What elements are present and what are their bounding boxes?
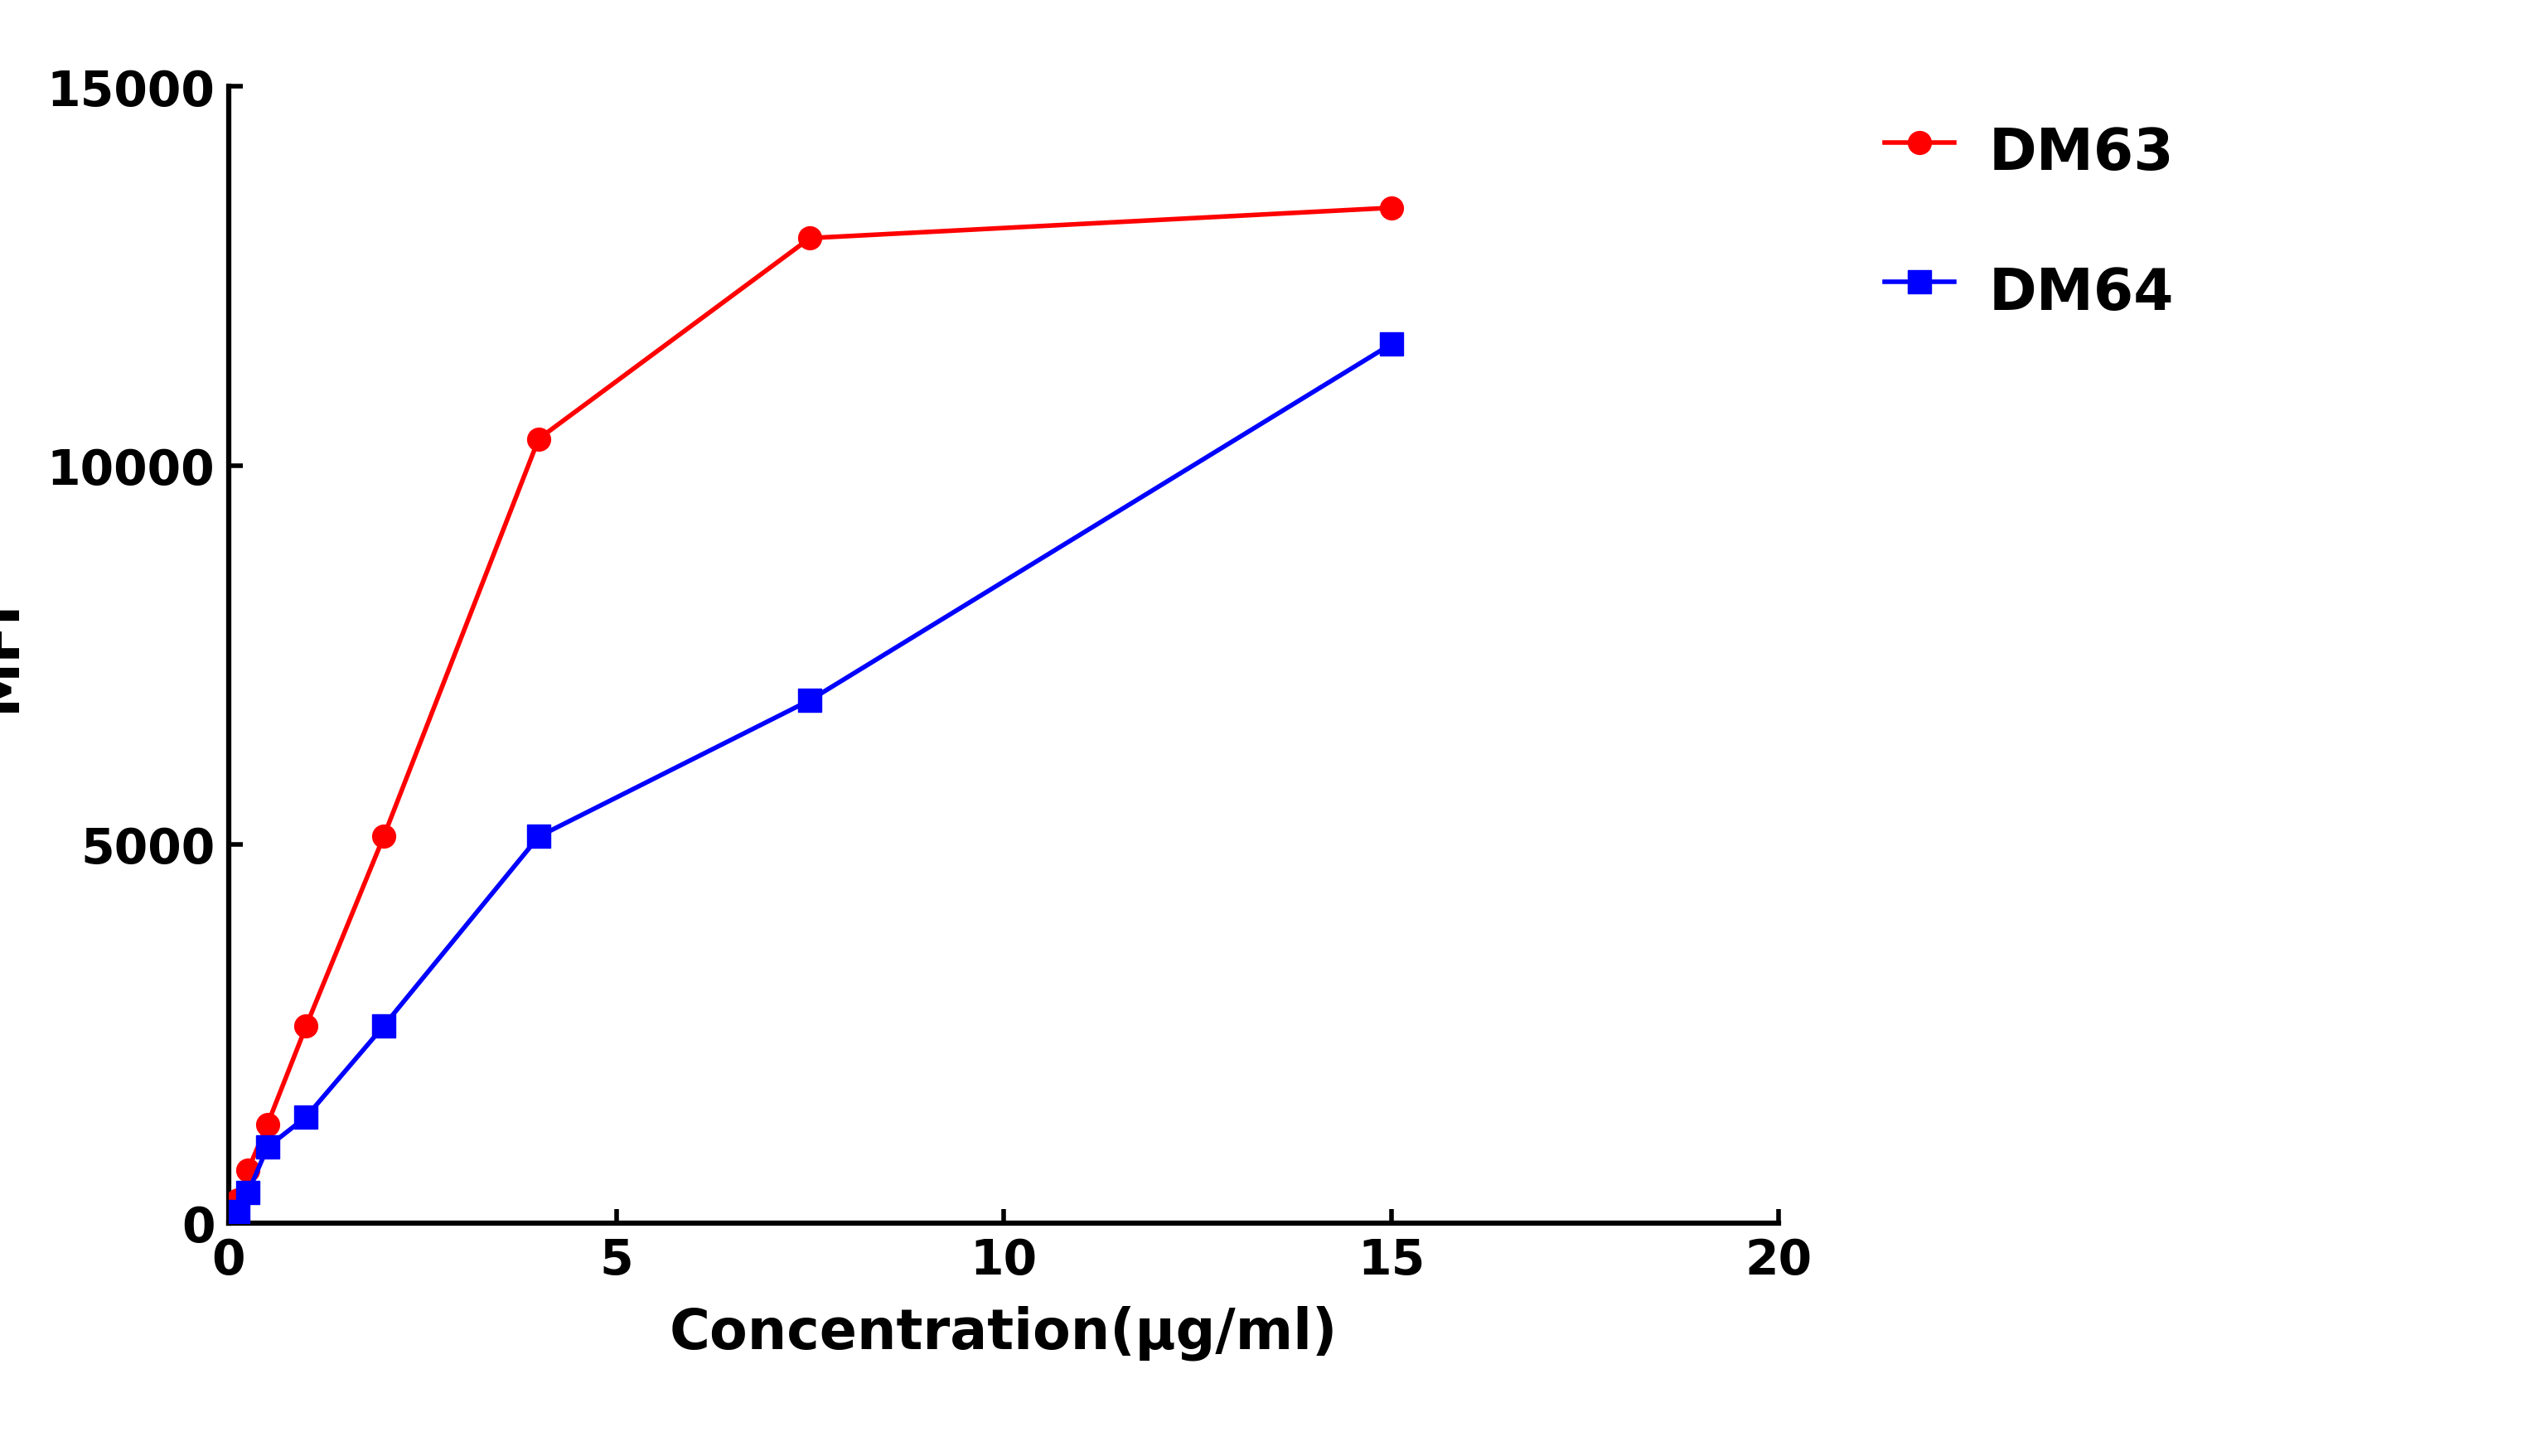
Line: DM64: DM64 [221, 333, 1403, 1230]
DM64 [1377, 336, 1408, 354]
Line: DM63: DM63 [221, 197, 1403, 1227]
DM64 [523, 828, 554, 846]
Legend: DM63, DM64: DM63, DM64 [1885, 116, 2175, 326]
Y-axis label: MFI: MFI [0, 598, 25, 712]
DM64 [219, 1210, 249, 1227]
DM63 [290, 1018, 320, 1035]
DM64 [234, 1184, 264, 1201]
DM63 [1377, 199, 1408, 217]
DM64 [252, 1139, 282, 1156]
DM63 [219, 1207, 249, 1224]
DM64 [224, 1203, 254, 1220]
DM64 [368, 1018, 399, 1035]
DM63 [795, 230, 826, 248]
DM64 [290, 1108, 320, 1125]
DM63 [224, 1191, 254, 1208]
DM63 [234, 1162, 264, 1179]
DM63 [252, 1115, 282, 1133]
DM63 [368, 828, 399, 846]
X-axis label: Concentration(μg/ml): Concentration(μg/ml) [668, 1305, 1339, 1360]
DM64 [795, 692, 826, 709]
DM63 [523, 431, 554, 448]
